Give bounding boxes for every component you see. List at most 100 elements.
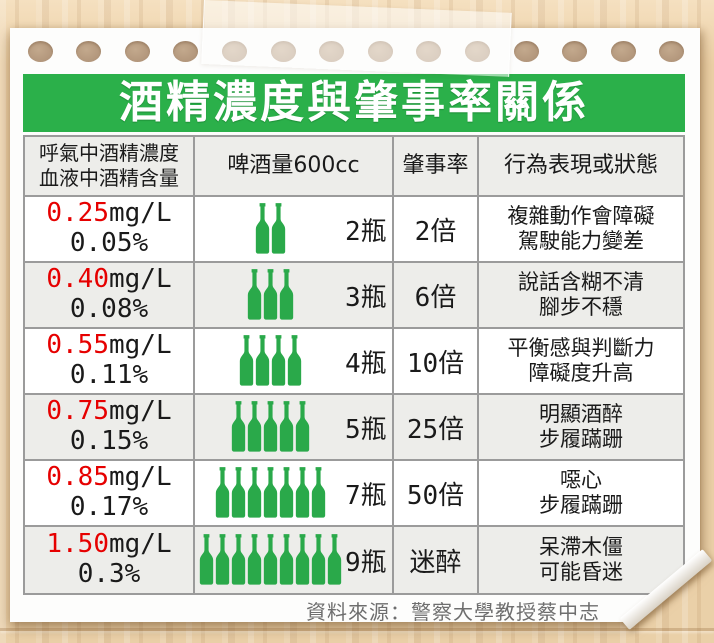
title-banner: 酒精濃度與肇事率關係 [23,74,685,132]
breath-value: 0.55 [46,330,109,361]
bottle-icon [311,534,326,586]
binder-hole [659,41,684,62]
behavior-text: 說話含糊不清 [518,269,644,294]
behavior-text: 呆滯木僵 [539,534,623,559]
bottle-count-label: 3瓶 [345,282,387,313]
bottle-icon [295,467,310,519]
blood-value: 0.08% [69,294,149,324]
bottle-icon [263,534,278,586]
binder-hole [611,41,636,62]
header-accident-rate: 肇事率 [394,137,479,197]
bottle-icon [231,401,246,453]
bottle-icon [327,534,342,586]
bottle-icon [247,467,262,519]
bottle-icon [279,269,294,321]
rate-cell: 迷醉 [394,527,479,593]
wood-plank-seam [0,628,714,631]
beer-cell: 2瓶 [195,197,394,263]
beer-cell: 4瓶 [195,329,394,395]
binder-hole [125,41,150,62]
bottle-icon [247,401,262,453]
bottle-icon [271,335,286,387]
behavior-text: 障礙度升高 [528,361,634,385]
binder-hole [514,41,539,62]
breath-unit: mg/L [109,264,172,295]
bottle-count-label: 4瓶 [345,348,387,379]
header-concentration: 呼氣中酒精濃度 血液中酒精含量 [25,137,195,197]
binder-hole [173,41,198,62]
bottle-icon [247,269,262,321]
bottle-icon [279,467,294,519]
behavior-text: 明顯酒醉 [539,401,623,426]
accident-rate: 25倍 [406,414,465,445]
bottle-icons [195,395,345,459]
breath-unit: mg/L [109,396,172,427]
tape-icon [201,0,512,77]
rate-cell: 6倍 [394,263,479,329]
binder-hole [76,41,101,62]
concentration-cell: 0.55mg/L 0.11% [25,329,195,395]
bottle-icons [195,329,345,393]
bottle-icon [263,269,278,321]
beer-cell: 9瓶 [195,527,394,593]
breath-unit: mg/L [109,198,172,229]
rate-cell: 50倍 [394,461,479,527]
binder-hole [28,41,53,62]
behavior-cell: 說話含糊不清 腳步不穩 [479,263,683,329]
bottle-count-label: 2瓶 [345,216,387,247]
bottle-icon [295,401,310,453]
accident-rate: 10倍 [406,348,465,379]
behavior-cell: 噁心 步履蹣跚 [479,461,683,527]
concentration-cell: 0.85mg/L 0.17% [25,461,195,527]
bottle-icon [271,203,286,255]
bottle-icon [255,203,270,255]
blood-value: 0.17% [69,492,149,522]
bottle-icons [195,263,345,327]
behavior-text: 駕駛能力變差 [518,229,644,253]
breath-unit: mg/L [109,462,172,493]
behavior-text: 噁心 [560,467,602,492]
accident-rate: 2倍 [414,216,457,247]
breath-unit: mg/L [109,529,172,560]
breath-unit: mg/L [109,330,172,361]
bottle-icon [215,534,230,586]
bottle-icon [279,401,294,453]
bottle-icons [195,461,345,525]
behavior-cell: 平衡感與判斷力 障礙度升高 [479,329,683,395]
bottle-icon [287,335,302,387]
bottle-icon [199,534,214,586]
concentration-cell: 0.75mg/L 0.15% [25,395,195,461]
rate-cell: 25倍 [394,395,479,461]
page-title: 酒精濃度與肇事率關係 [119,77,589,128]
behavior-text: 平衡感與判斷力 [507,335,655,360]
bottle-icons [195,197,345,261]
bottle-icon [263,467,278,519]
bottle-count-label: 5瓶 [345,414,387,445]
blood-value: 0.3% [77,559,141,589]
bottle-count-label: 9瓶 [345,547,387,578]
accident-rate: 50倍 [406,480,465,511]
alcohol-rate-table: 呼氣中酒精濃度 血液中酒精含量 啤酒量600cc 肇事率 行為表現或狀態 0.2… [23,135,685,595]
breath-value: 0.40 [46,264,109,295]
bottle-icons [195,527,345,593]
behavior-text: 可能昏迷 [539,560,623,584]
bottle-count-label: 7瓶 [345,480,387,511]
header-behavior: 行為表現或狀態 [479,137,683,197]
behavior-text: 步履蹣跚 [539,427,623,451]
bottle-icon [247,534,262,586]
behavior-text: 腳步不穩 [539,295,623,319]
accident-rate: 迷醉 [409,547,462,578]
breath-value: 0.85 [46,462,109,493]
bottle-icon [239,335,254,387]
bottle-icon [279,534,294,586]
concentration-cell: 0.40mg/L 0.08% [25,263,195,329]
behavior-text: 步履蹣跚 [539,493,623,517]
rate-cell: 2倍 [394,197,479,263]
behavior-cell: 呆滯木僵 可能昏迷 [479,527,683,593]
binder-hole [562,41,587,62]
bottle-icon [255,335,270,387]
bottle-icon [263,401,278,453]
beer-cell: 3瓶 [195,263,394,329]
behavior-cell: 明顯酒醉 步履蹣跚 [479,395,683,461]
